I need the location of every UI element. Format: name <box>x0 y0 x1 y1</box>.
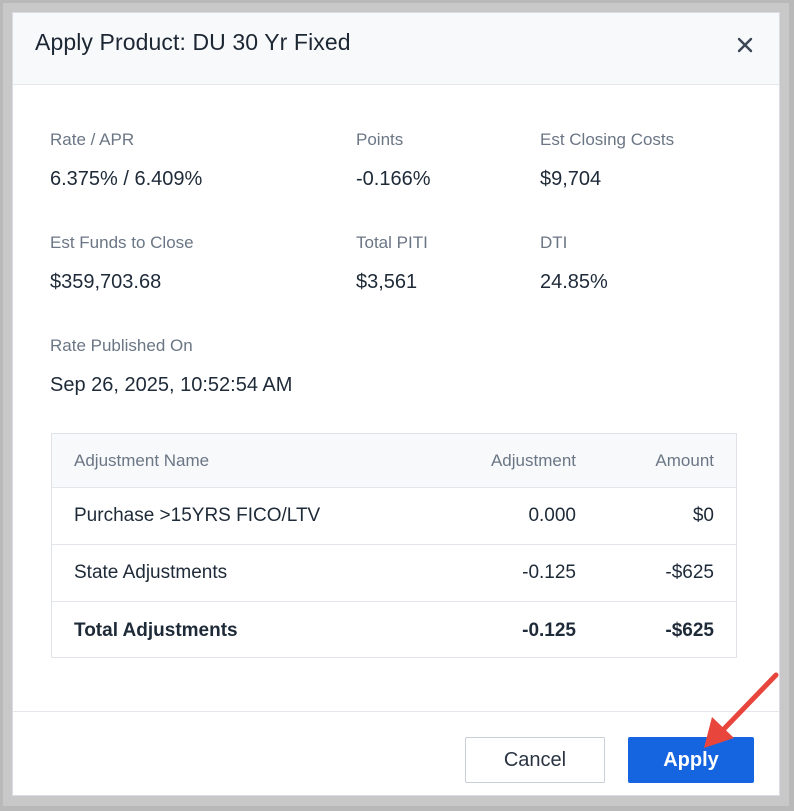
close-icon[interactable] <box>731 31 759 59</box>
amount-cell: $0 <box>692 505 714 526</box>
column-header-adjustment: Adjustment <box>490 450 576 470</box>
closing-costs-label: Est Closing Costs <box>540 130 675 149</box>
adjustment-value-cell: 0.000 <box>528 505 576 526</box>
dialog-footer: Cancel Apply <box>13 711 779 795</box>
funds-to-close-field: Est Funds to Close $359,703.68 <box>50 233 194 294</box>
adjustment-value-cell: -0.125 <box>522 562 576 583</box>
closing-costs-value: $9,704 <box>540 168 602 190</box>
points-label: Points <box>356 130 404 149</box>
rate-apr-value: 6.375% / 6.409% <box>50 168 203 190</box>
adjustment-name-cell: Purchase >15YRS FICO/LTV <box>74 505 321 526</box>
apply-product-dialog: Apply Product: DU 30 Yr Fixed Rate / APR… <box>12 12 780 796</box>
total-piti-value: $3,561 <box>356 271 418 293</box>
adjustment-name-cell: State Adjustments <box>74 562 228 583</box>
rate-apr-label: Rate / APR <box>50 130 135 149</box>
total-piti-field: Total PITI $3,561 <box>356 233 428 294</box>
points-field: Points -0.166% <box>356 130 431 191</box>
rate-published-label: Rate Published On <box>50 336 193 355</box>
column-header-adjustment-name: Adjustment Name <box>74 450 210 470</box>
rate-apr-field: Rate / APR 6.375% / 6.409% <box>50 130 202 191</box>
dialog-header: Apply Product: DU 30 Yr Fixed <box>13 13 779 85</box>
closing-costs-field: Est Closing Costs $9,704 <box>540 130 674 191</box>
table-header-row: Adjustment Name Adjustment Amount <box>52 434 736 488</box>
points-value: -0.166% <box>356 168 431 190</box>
rate-published-value: Sep 26, 2025, 10:52:54 AM <box>50 374 293 396</box>
funds-to-close-value: $359,703.68 <box>50 271 162 293</box>
apply-button[interactable]: Apply <box>628 737 754 783</box>
table-total-row: Total Adjustments -0.125 -$625 <box>52 602 736 659</box>
total-piti-label: Total PITI <box>356 233 428 252</box>
table-row: State Adjustments -0.125 -$625 <box>52 545 736 602</box>
funds-to-close-label: Est Funds to Close <box>50 233 194 252</box>
amount-cell: -$625 <box>665 562 714 583</box>
dti-value: 24.85% <box>540 271 608 293</box>
dti-field: DTI 24.85% <box>540 233 608 294</box>
total-name-cell: Total Adjustments <box>74 619 238 641</box>
adjustments-table: Adjustment Name Adjustment Amount Purcha… <box>51 433 737 658</box>
column-header-amount: Amount <box>655 450 714 470</box>
total-adjustment-cell: -0.125 <box>522 619 576 641</box>
dialog-title: Apply Product: DU 30 Yr Fixed <box>35 29 351 55</box>
cancel-button[interactable]: Cancel <box>465 737 605 783</box>
dti-label: DTI <box>540 233 568 252</box>
rate-published-field: Rate Published On Sep 26, 2025, 10:52:54… <box>50 336 292 397</box>
table-row: Purchase >15YRS FICO/LTV 0.000 $0 <box>52 488 736 545</box>
total-amount-cell: -$625 <box>665 619 714 641</box>
